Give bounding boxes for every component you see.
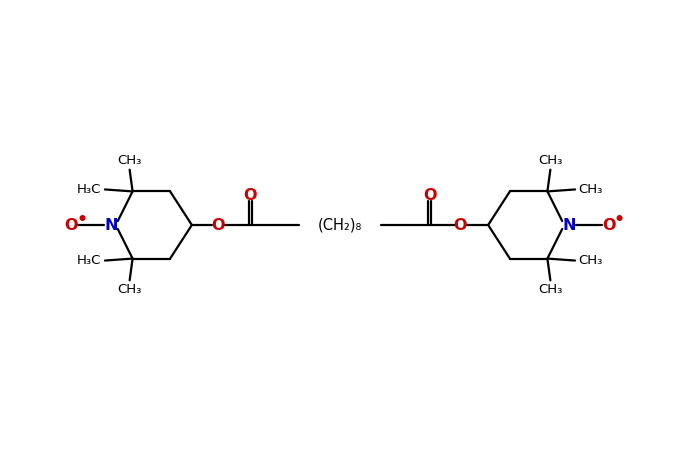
Text: O: O xyxy=(243,188,257,203)
Text: •: • xyxy=(614,211,625,229)
Text: O: O xyxy=(211,217,224,233)
Text: H₃C: H₃C xyxy=(77,254,101,267)
Text: CH₃: CH₃ xyxy=(579,183,603,196)
Text: CH₃: CH₃ xyxy=(118,154,142,167)
Text: O: O xyxy=(423,188,437,203)
Text: CH₃: CH₃ xyxy=(118,283,142,296)
Text: H₃C: H₃C xyxy=(77,183,101,196)
Text: CH₃: CH₃ xyxy=(538,154,562,167)
Text: N: N xyxy=(104,217,118,233)
Text: CH₃: CH₃ xyxy=(579,254,603,267)
Text: O: O xyxy=(602,217,615,233)
Text: •: • xyxy=(77,211,88,229)
Text: (CH₂)₈: (CH₂)₈ xyxy=(318,217,362,233)
Text: N: N xyxy=(562,217,576,233)
Text: O: O xyxy=(65,217,78,233)
Text: O: O xyxy=(454,217,467,233)
Text: CH₃: CH₃ xyxy=(538,283,562,296)
